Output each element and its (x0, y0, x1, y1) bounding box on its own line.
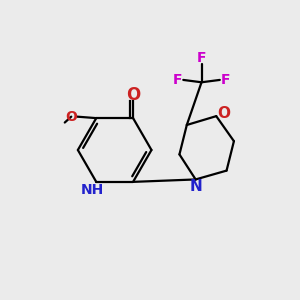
Text: O: O (65, 110, 77, 124)
Text: F: F (172, 73, 182, 87)
Text: NH: NH (81, 183, 104, 197)
Text: F: F (221, 73, 230, 87)
Text: O: O (126, 86, 140, 104)
Text: N: N (189, 179, 202, 194)
Text: F: F (197, 51, 206, 65)
Text: O: O (218, 106, 231, 121)
